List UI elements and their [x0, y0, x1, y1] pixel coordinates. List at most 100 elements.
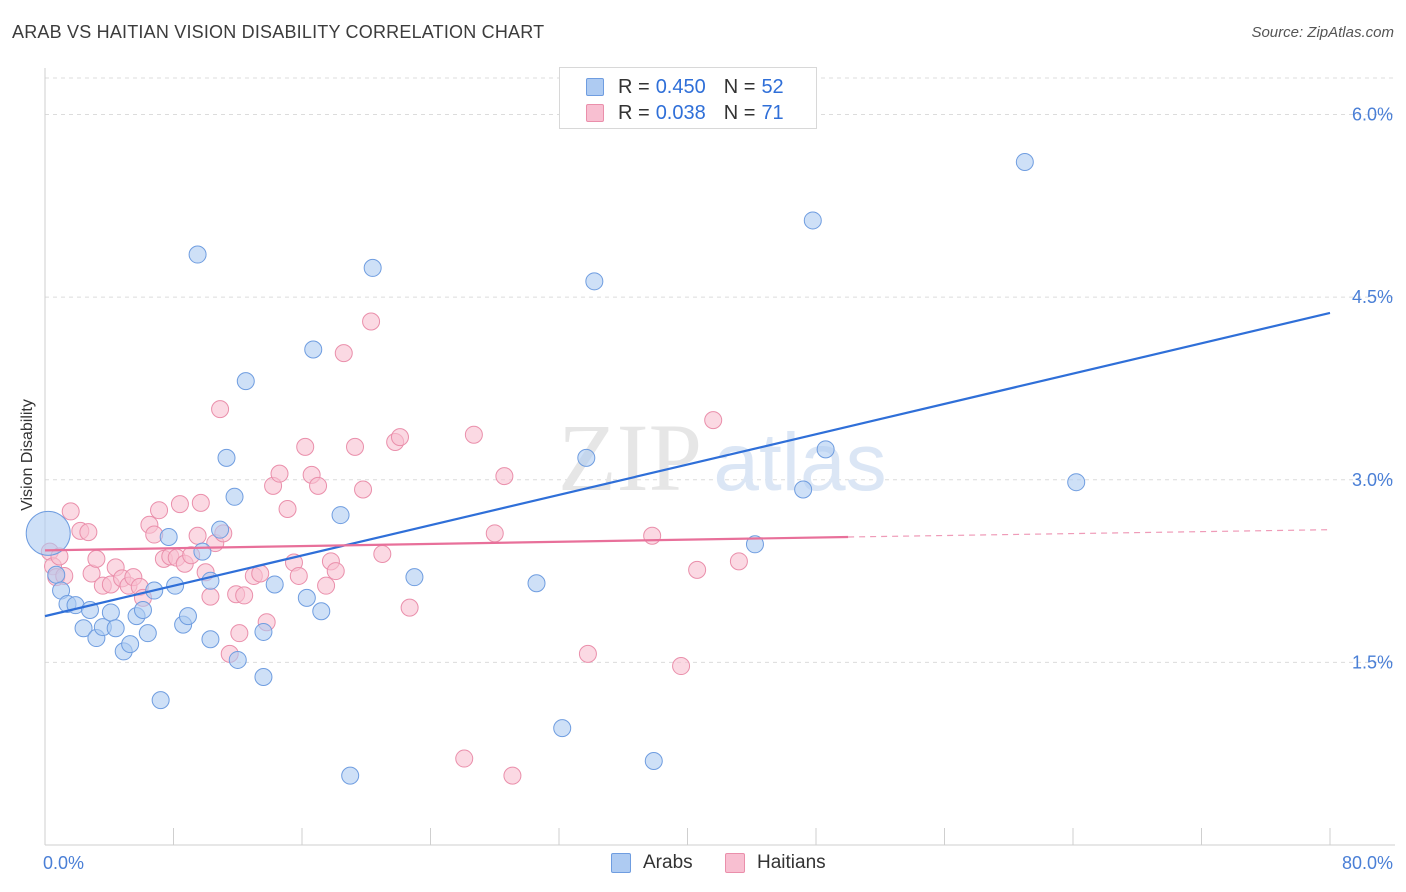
haitian-point	[346, 437, 365, 456]
haitian-points	[40, 312, 748, 785]
haitian-point	[495, 467, 514, 486]
legend-n-value: 71	[761, 101, 784, 124]
bottom-legend-swatch-arabs	[611, 853, 631, 873]
arab-point	[794, 480, 813, 499]
trend-layer	[44, 311, 1331, 618]
haitian-point	[688, 560, 707, 579]
arab-point	[201, 630, 220, 649]
legend-r-value: 0.038	[655, 101, 706, 124]
haitian-point	[309, 476, 328, 495]
bottom-legend-haitians: Haitians	[725, 852, 826, 874]
haitian-point	[150, 501, 169, 520]
arab-point	[577, 448, 596, 467]
arab-point	[236, 372, 255, 391]
chart-title: ARAB VS HAITIAN VISION DISABILITY CORREL…	[12, 22, 545, 42]
watermark: ZIP atlas	[558, 404, 887, 511]
arab-point	[121, 635, 140, 654]
arab-point	[405, 568, 424, 587]
haitian-point	[485, 524, 504, 543]
arab-point	[553, 719, 572, 738]
arab-point	[138, 624, 157, 643]
arab-point	[133, 601, 152, 620]
haitian-point	[188, 526, 207, 545]
arab-point	[1015, 153, 1034, 172]
arab-point	[297, 588, 316, 607]
arab-points	[25, 153, 1086, 785]
legend-swatch-haitians	[586, 104, 604, 122]
y-tick-label: 1.5%	[1352, 652, 1393, 672]
tick-labels: 1.5% 3.0% 4.5% 6.0% 0.0% 80.0%	[43, 105, 1393, 873]
haitian-point	[235, 586, 254, 605]
y-tick-label: 3.0%	[1352, 470, 1393, 490]
haitian-point	[362, 312, 381, 331]
arab-point	[312, 602, 331, 621]
haitian-point	[170, 495, 189, 514]
arab-point	[151, 691, 170, 710]
arab-point	[159, 527, 178, 546]
haitian-trend-line	[44, 535, 849, 552]
arab-point	[331, 506, 350, 525]
haitian-point	[326, 562, 345, 581]
y-tick-label: 4.5%	[1352, 287, 1393, 307]
arab-point	[25, 510, 71, 556]
legend-r-label: R =	[618, 101, 650, 124]
arab-point	[254, 667, 273, 686]
arab-point	[803, 211, 822, 230]
bottom-legend-arabs: Arabs	[611, 852, 693, 874]
haitian-point	[317, 576, 336, 595]
arab-point	[47, 565, 66, 584]
arab-trend-line	[44, 311, 1331, 618]
haitian-point	[334, 344, 353, 363]
haitian-point	[211, 400, 230, 419]
haitian-point	[464, 425, 483, 444]
arab-point	[304, 340, 323, 359]
haitian-point	[400, 598, 419, 617]
legend: R = 0.450 N = 52 R = 0.038 N = 71	[559, 67, 817, 129]
legend-n-value: 52	[761, 75, 784, 98]
haitian-point	[390, 428, 409, 447]
arab-point	[745, 535, 764, 554]
haitian-point	[373, 545, 392, 564]
arab-point	[341, 766, 360, 785]
haitian-point	[672, 657, 691, 676]
arab-point	[363, 258, 382, 277]
arab-point	[211, 520, 230, 539]
arab-point	[254, 622, 273, 641]
haitian-point	[230, 624, 249, 643]
arab-point	[74, 619, 93, 638]
axis-layer	[44, 68, 1395, 846]
haitian-point	[704, 411, 723, 430]
haitian-point	[87, 549, 106, 568]
bottom-legend-swatch-haitians	[725, 853, 745, 873]
haitian-point	[79, 523, 98, 542]
y-tick-label: 6.0%	[1352, 105, 1393, 125]
x-tick-label-min: 0.0%	[43, 853, 84, 873]
arab-point	[106, 619, 125, 638]
source-note: Source: ZipAtlas.com	[1251, 24, 1394, 41]
legend-row-arabs: R = 0.450 N = 52	[586, 74, 784, 100]
haitian-point	[61, 502, 80, 521]
haitian-point	[503, 766, 522, 785]
legend-r-value: 0.450	[655, 75, 706, 98]
haitian-point	[201, 587, 220, 606]
arab-point	[217, 448, 236, 467]
haitian-point	[643, 526, 662, 545]
arab-point	[228, 650, 247, 669]
arab-point	[1067, 473, 1086, 492]
arab-point	[585, 272, 604, 291]
haitian-point	[191, 493, 210, 512]
legend-n-label: N =	[723, 75, 756, 98]
haitian-trend-extension	[848, 529, 1331, 538]
arab-point	[178, 607, 197, 626]
legend-row-haitians: R = 0.038 N = 71	[586, 100, 784, 126]
haitian-point	[270, 464, 289, 483]
arab-point	[527, 574, 546, 593]
arab-point	[265, 575, 284, 594]
arab-point	[188, 245, 207, 264]
x-tick-label-max: 80.0%	[1342, 853, 1393, 873]
haitian-point	[354, 480, 373, 499]
legend-n-label: N =	[723, 101, 756, 124]
arab-point	[193, 542, 212, 561]
haitian-point	[289, 566, 308, 585]
